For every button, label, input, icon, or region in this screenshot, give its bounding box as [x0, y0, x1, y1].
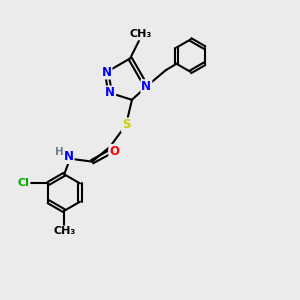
Text: S: S [122, 118, 130, 131]
Text: Cl: Cl [17, 178, 29, 188]
Text: N: N [101, 66, 112, 79]
Text: O: O [109, 145, 119, 158]
Text: N: N [141, 80, 152, 93]
Text: H: H [55, 147, 63, 157]
Text: CH₃: CH₃ [53, 226, 75, 236]
Text: CH₃: CH₃ [129, 29, 152, 39]
Text: N: N [64, 150, 74, 163]
Text: N: N [105, 86, 115, 100]
